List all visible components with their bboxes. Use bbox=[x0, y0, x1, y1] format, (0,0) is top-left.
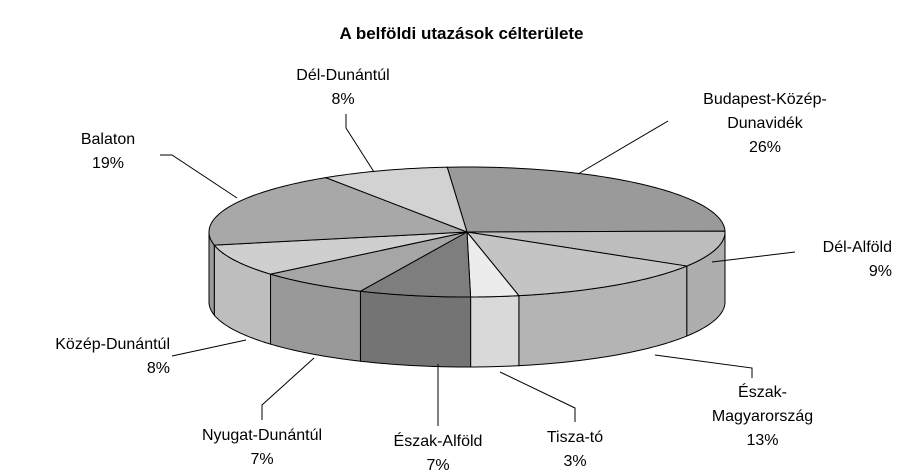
category-label: Dél-Alföld bbox=[822, 239, 892, 256]
category-label: Nyugat-Dunántúl bbox=[201, 427, 323, 444]
slice-top bbox=[358, 231, 472, 298]
category-label: Észak-Alföld bbox=[393, 433, 483, 450]
slice-label: Nyugat-Dunántúl 7% bbox=[172, 424, 352, 472]
value-label: 7% bbox=[250, 451, 274, 468]
slice-label: Budapest-Közép-Dunavidék 26% bbox=[690, 88, 840, 160]
value-label: 7% bbox=[426, 457, 450, 474]
leader-line bbox=[171, 339, 247, 357]
leader-line bbox=[577, 120, 669, 175]
slice-top bbox=[270, 231, 468, 292]
slice-label: Dél-Dunántúl 8% bbox=[263, 64, 423, 112]
leader-line bbox=[160, 154, 238, 199]
slice-top bbox=[466, 230, 726, 267]
category-label: Tisza-tó bbox=[546, 429, 604, 446]
slice-label: Észak-Magyarország 13% bbox=[705, 381, 820, 453]
value-label: 26% bbox=[748, 139, 782, 156]
slice-top bbox=[466, 230, 520, 298]
value-label: 8% bbox=[146, 360, 170, 377]
slice-top bbox=[323, 166, 468, 233]
value-label: 3% bbox=[563, 453, 587, 470]
chart-title: A belföldi utazások célterülete bbox=[339, 24, 584, 43]
slice-top bbox=[208, 177, 468, 246]
leader-line bbox=[654, 354, 753, 378]
value-label: 13% bbox=[746, 432, 779, 449]
leader-line bbox=[261, 357, 315, 420]
category-label: Balaton bbox=[80, 131, 136, 148]
leader-line bbox=[711, 251, 796, 263]
slice-label: Tisza-tó 3% bbox=[525, 426, 625, 474]
slice-side bbox=[359, 290, 472, 368]
slice-top bbox=[446, 166, 726, 233]
slice-top bbox=[213, 231, 468, 275]
slice-label: Dél-Alföld 9% bbox=[792, 236, 892, 284]
slice-label: Közép-Dunántúl 8% bbox=[0, 333, 170, 381]
slice-top bbox=[465, 231, 689, 297]
leader-line bbox=[345, 114, 375, 173]
value-label: 19% bbox=[91, 155, 125, 172]
category-label: Budapest-Közép-Dunavidék bbox=[703, 91, 827, 132]
category-label: Közép-Dunántúl bbox=[55, 336, 170, 353]
slice-label: Balaton 19% bbox=[48, 128, 168, 176]
slice-label: Észak-Alföld 7% bbox=[368, 430, 508, 475]
category-label: Dél-Dunántúl bbox=[296, 67, 390, 84]
leader-line bbox=[499, 371, 576, 422]
value-label: 8% bbox=[331, 91, 355, 108]
value-label: 9% bbox=[868, 263, 892, 280]
slice-side bbox=[470, 295, 520, 368]
category-label: Észak-Magyarország bbox=[711, 384, 814, 425]
